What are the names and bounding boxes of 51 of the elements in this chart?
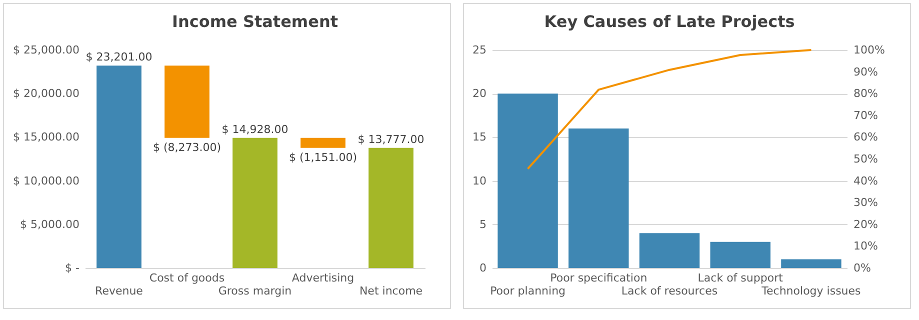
y-tick-label: $ 20,000.00 (13, 87, 80, 100)
x-tick-label: Cost of goods (149, 272, 225, 284)
y-tick-label: $ 10,000.00 (13, 174, 80, 188)
y2-tick-label: 100% (854, 44, 885, 56)
y2-tick-label: 0% (854, 262, 871, 274)
line-series (526, 49, 812, 170)
data-label: $ 13,777.00 (358, 132, 424, 146)
y2-tick-label: 70% (854, 108, 878, 122)
bar (568, 128, 629, 268)
bar (232, 138, 278, 268)
x-tick-label: Gross margin (218, 284, 292, 298)
bar (781, 259, 842, 268)
x-tick-label: Technology issues (760, 284, 862, 298)
chart-title: Income Statement (172, 12, 338, 31)
bar (498, 94, 558, 268)
y2-tick-label: 60% (854, 130, 878, 144)
y2-tick-label: 30% (854, 196, 878, 210)
y-tick-label: $ 15,000.00 (13, 130, 80, 144)
bar (639, 233, 700, 268)
x-tick-label: Net income (359, 284, 423, 298)
y-tick-label: 5 (480, 218, 486, 231)
y2-tick-label: 20% (854, 218, 878, 231)
data-label: $ (8,273.00) (152, 140, 222, 154)
y-tick-label: 0 (480, 262, 486, 274)
y-tick-label: $ 25,000.00 (13, 44, 80, 56)
y-tick-label: 20 (472, 87, 486, 100)
data-label: $ (1,151.00) (288, 150, 358, 164)
y-tick-label: 25 (472, 44, 486, 56)
x-tick-label: Poor planning (490, 284, 566, 298)
bar (368, 148, 414, 268)
y2-tick-label: 40% (854, 174, 878, 188)
x-tick-label: Poor specification (550, 272, 648, 284)
bar (164, 66, 210, 138)
y2-tick-label: 50% (854, 152, 878, 166)
y-tick-label: $ 5,000.00 (20, 218, 80, 231)
bar (300, 138, 346, 148)
x-tick-label: Lack of resources (621, 284, 718, 298)
x-tick-label: Lack of support (698, 272, 784, 284)
y-tick-label: 10 (472, 174, 486, 188)
x-tick-label: Advertising (292, 272, 354, 284)
y2-tick-label: 80% (854, 87, 878, 100)
y2-tick-label: 10% (854, 240, 878, 253)
y-tick-label: 15 (472, 130, 486, 144)
y2-tick-label: 90% (854, 65, 878, 78)
chart-title: Key Causes of Late Projects (544, 12, 795, 31)
x-tick-label: Revenue (95, 284, 144, 298)
bar (710, 242, 770, 268)
data-label: $ 14,928.00 (222, 122, 288, 136)
data-label: $ 23,201.00 (86, 50, 152, 64)
y-tick-label: $ - (65, 262, 80, 274)
bar (96, 66, 142, 268)
